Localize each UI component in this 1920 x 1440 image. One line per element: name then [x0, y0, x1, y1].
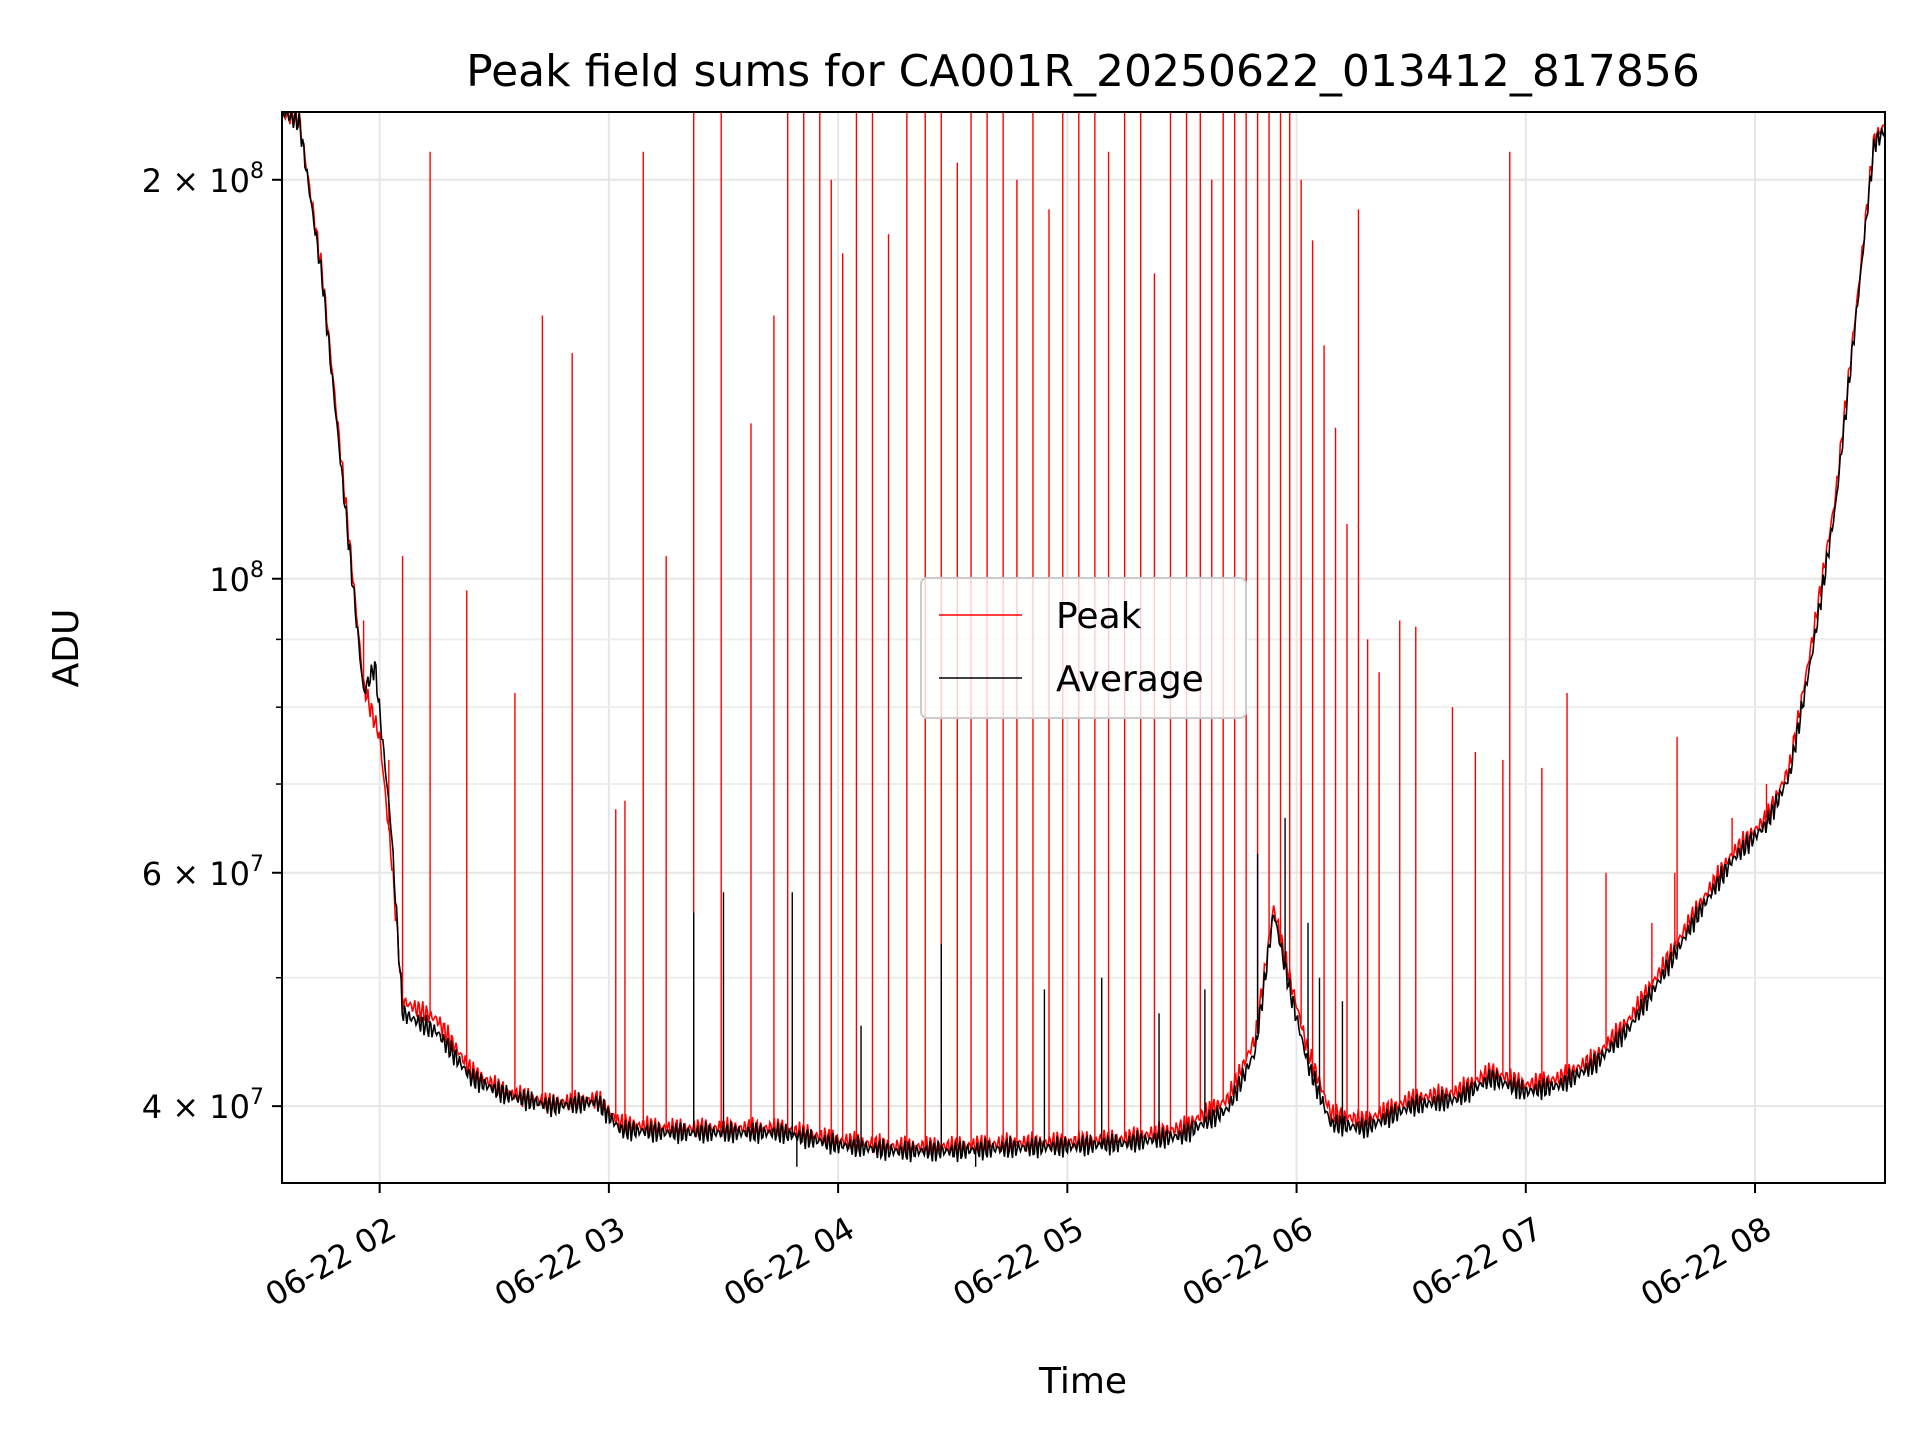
y-tick-label: 6 × 107 — [142, 852, 264, 893]
series-line-peak — [282, 112, 1885, 1158]
legend-label-average: Average — [1056, 659, 1204, 700]
y-tick-label: 4 × 107 — [142, 1085, 264, 1126]
legend-box — [920, 577, 1247, 719]
series-line-average — [282, 112, 1885, 1163]
series-average — [282, 112, 1885, 1167]
x-axis-label: Time — [1038, 1361, 1127, 1402]
y-tick-label: 2 × 108 — [142, 159, 264, 200]
plot-frame — [281, 111, 1886, 1184]
y-axis-label: ADU — [46, 609, 87, 688]
grid — [282, 112, 1885, 1183]
y-tick-label: 108 — [209, 558, 264, 599]
chart-title: Peak field sums for CA001R_20250622_0134… — [466, 46, 1700, 97]
legend-label-peak: Peak — [1056, 596, 1142, 637]
legend: Peak Average — [920, 577, 1247, 719]
y-axis: 108 2 × 108 4 × 107 6 × 107 — [142, 159, 282, 1126]
